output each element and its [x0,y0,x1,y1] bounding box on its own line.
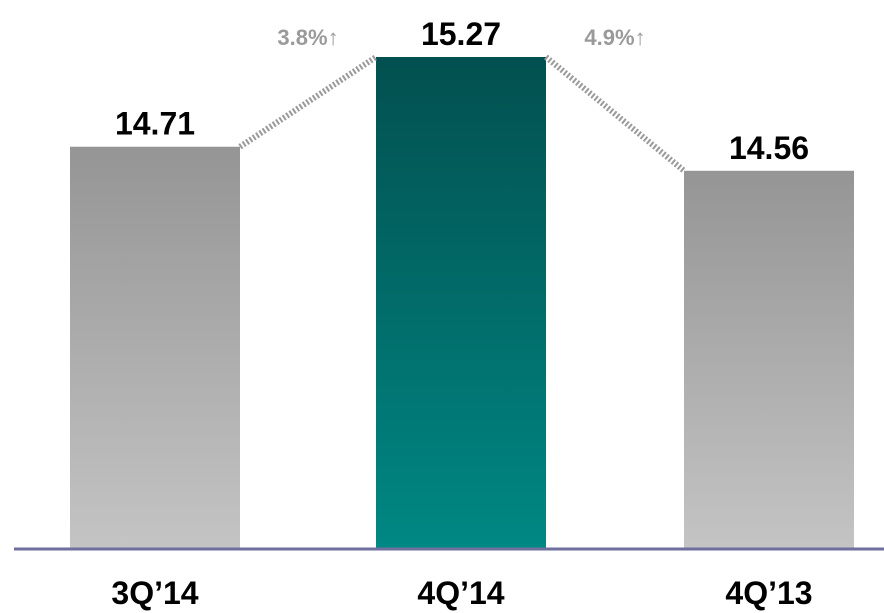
bar-2 [684,170,854,549]
bars-layer [70,57,854,550]
category-label-1: 4Q’14 [417,575,504,611]
bar-0 [70,146,240,550]
change-annotation-1: 4.9%↑ [584,25,645,50]
value-label-2: 14.56 [729,130,809,166]
category-labels-layer: 3Q’14 4Q’14 4Q’13 [111,575,812,611]
annotations-layer: 3.8%↑ 4.9%↑ [277,25,645,50]
value-labels-layer: 14.71 15.27 14.56 [115,16,809,166]
connectors-layer [238,54,686,174]
category-label-0: 3Q’14 [111,575,198,611]
connector-line-1 [544,54,686,174]
connector-line-0 [238,54,378,150]
change-annotation-0: 3.8%↑ [277,25,338,50]
value-label-0: 14.71 [115,106,195,142]
category-label-2: 4Q’13 [725,575,812,611]
bar-1 [376,57,546,549]
value-label-1: 15.27 [421,16,501,52]
